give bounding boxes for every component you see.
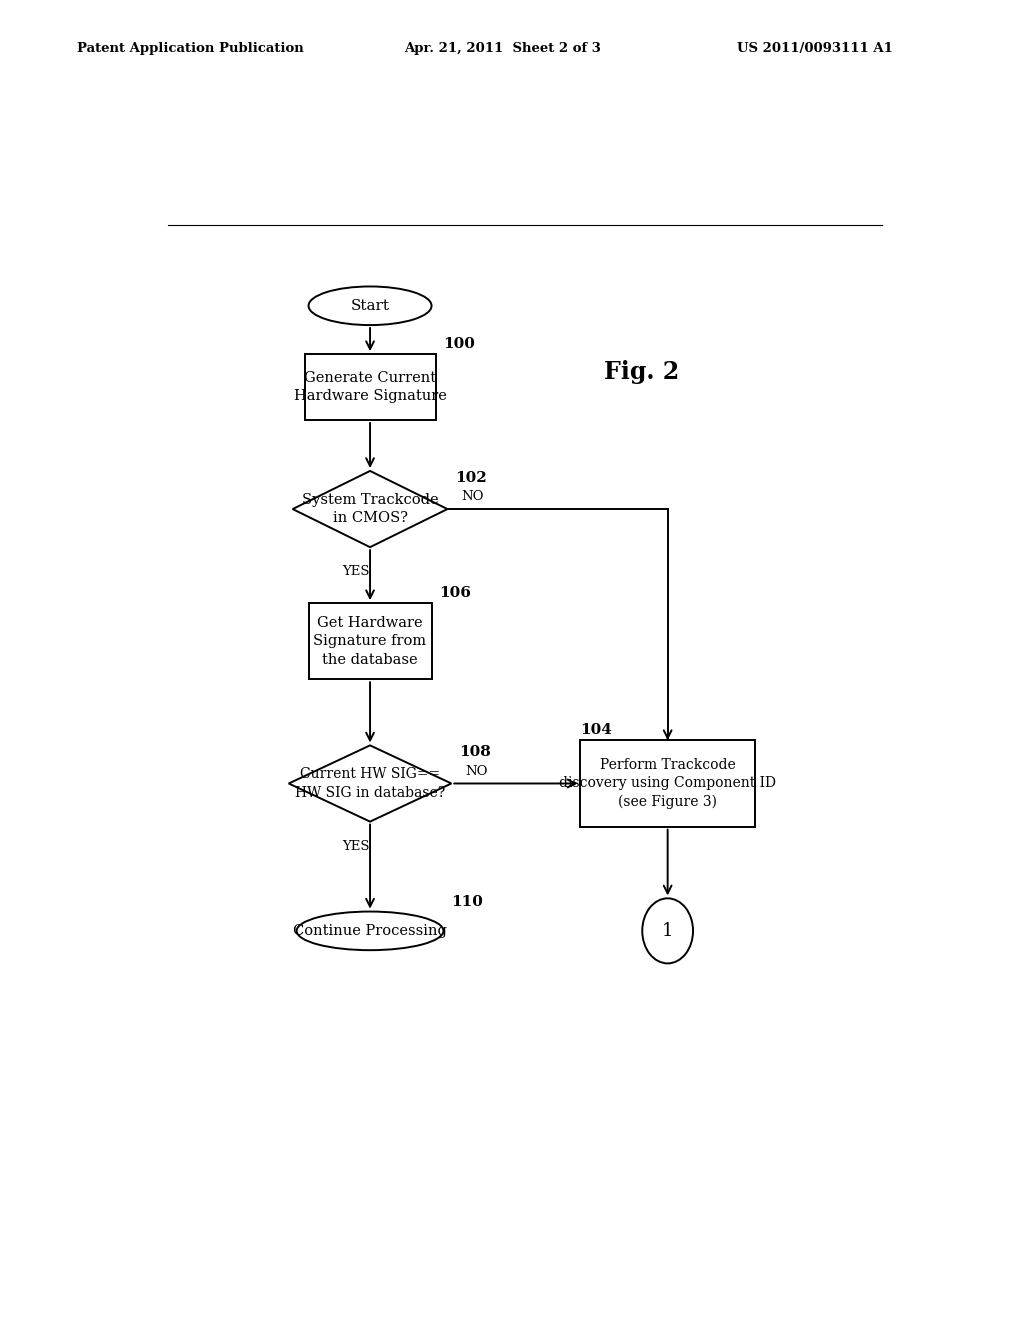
Text: Patent Application Publication: Patent Application Publication	[77, 42, 303, 55]
Text: US 2011/0093111 A1: US 2011/0093111 A1	[737, 42, 893, 55]
Bar	[581, 741, 755, 826]
Bar	[308, 603, 431, 680]
Text: 108: 108	[460, 746, 492, 759]
Text: Current HW SIG==
HW SIG in database?: Current HW SIG== HW SIG in database?	[295, 767, 445, 800]
Text: YES: YES	[342, 840, 370, 853]
Text: YES: YES	[342, 565, 370, 578]
Text: NO: NO	[466, 764, 488, 777]
Text: 110: 110	[452, 895, 483, 908]
Text: 100: 100	[443, 337, 475, 351]
Text: Fig. 2: Fig. 2	[604, 360, 679, 384]
Text: Get Hardware
Signature from
the database: Get Hardware Signature from the database	[313, 616, 427, 667]
Text: Continue Processing: Continue Processing	[293, 924, 447, 939]
Text: System Trackcode
in CMOS?: System Trackcode in CMOS?	[302, 492, 438, 525]
Text: 102: 102	[456, 471, 487, 484]
Bar	[304, 354, 435, 420]
Text: Apr. 21, 2011  Sheet 2 of 3: Apr. 21, 2011 Sheet 2 of 3	[404, 42, 601, 55]
Text: 104: 104	[581, 723, 612, 738]
Text: NO: NO	[462, 490, 484, 503]
Text: 1: 1	[662, 921, 674, 940]
Text: Start: Start	[350, 298, 389, 313]
Text: 106: 106	[439, 586, 471, 601]
Text: Perform Trackcode
discovery using Component ID
(see Figure 3): Perform Trackcode discovery using Compon…	[559, 758, 776, 809]
Text: Generate Current
Hardware Signature: Generate Current Hardware Signature	[294, 371, 446, 404]
